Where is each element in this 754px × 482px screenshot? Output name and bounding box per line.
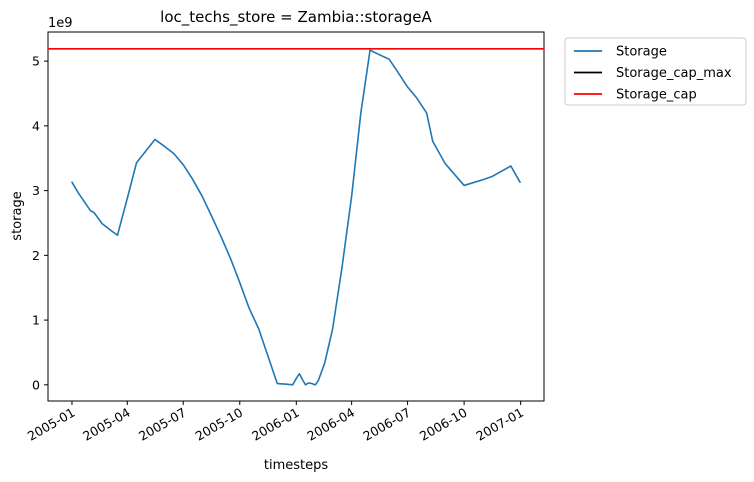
y-tick-label: 5 bbox=[32, 54, 40, 69]
x-tick-label: 2006-01 bbox=[249, 405, 302, 444]
legend-label: Storage_cap bbox=[616, 88, 697, 103]
legend: Storage Storage_cap_max Storage_cap bbox=[564, 37, 747, 106]
x-axis: 2005-01 2005-04 2005-07 2005-10 2006-01 2006-… bbox=[25, 401, 526, 444]
x-tick-label: 2005-10 bbox=[193, 405, 246, 444]
y-scale-label: 1e9 bbox=[48, 16, 73, 31]
x-tick-label: 2006-10 bbox=[417, 405, 470, 444]
x-tick-label: 2006-07 bbox=[360, 405, 413, 444]
y-tick-label: 1 bbox=[32, 313, 40, 328]
y-tick-label: 4 bbox=[32, 118, 40, 133]
x-axis-label: timesteps bbox=[264, 458, 328, 473]
series-line-storage bbox=[71, 49, 521, 386]
chart-title: loc_techs_store = Zambia::storageA bbox=[160, 8, 432, 27]
x-tick-label: 2007-01 bbox=[473, 405, 526, 444]
y-tick-label: 3 bbox=[32, 183, 40, 198]
y-tick-label: 0 bbox=[32, 377, 40, 392]
plot-frame bbox=[47, 31, 545, 402]
x-tick-label: 2006-04 bbox=[304, 405, 357, 444]
x-tick-label: 2005-07 bbox=[136, 405, 189, 444]
x-tick-label: 2005-01 bbox=[25, 405, 78, 444]
legend-box bbox=[564, 37, 747, 106]
y-tick-label: 2 bbox=[32, 248, 40, 263]
legend-label: Storage_cap_max bbox=[616, 66, 732, 81]
x-tick-label: 2005-04 bbox=[80, 405, 133, 444]
legend-label: Storage bbox=[616, 45, 667, 60]
y-axis: 0 1 2 3 4 5 bbox=[32, 54, 48, 392]
series-layer bbox=[47, 48, 545, 386]
plot-area bbox=[47, 31, 545, 402]
y-axis-label: storage bbox=[10, 191, 25, 240]
